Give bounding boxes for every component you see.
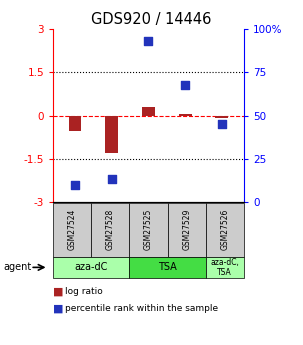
Bar [105, 116, 118, 153]
Text: GSM27529: GSM27529 [182, 209, 191, 250]
Text: GSM27526: GSM27526 [220, 209, 229, 250]
Text: GSM27525: GSM27525 [144, 209, 153, 250]
Text: log ratio: log ratio [65, 287, 103, 296]
Bar [179, 114, 191, 116]
Text: aza-dC,
TSA: aza-dC, TSA [210, 258, 239, 277]
Point [183, 82, 188, 87]
Point [146, 39, 151, 44]
Point [109, 177, 114, 182]
Point [219, 121, 224, 127]
Text: ■: ■ [53, 287, 64, 296]
Text: aza-dC: aza-dC [75, 263, 108, 272]
Bar [142, 107, 155, 116]
Text: GSM27524: GSM27524 [68, 209, 77, 250]
Bar [215, 116, 228, 118]
Text: ■: ■ [53, 304, 64, 314]
Text: GDS920 / 14446: GDS920 / 14446 [91, 12, 212, 27]
Text: agent: agent [3, 263, 31, 272]
Text: TSA: TSA [158, 263, 177, 272]
Text: percentile rank within the sample: percentile rank within the sample [65, 304, 218, 313]
Bar [68, 116, 82, 131]
Text: GSM27528: GSM27528 [106, 209, 115, 250]
Point [73, 182, 78, 187]
